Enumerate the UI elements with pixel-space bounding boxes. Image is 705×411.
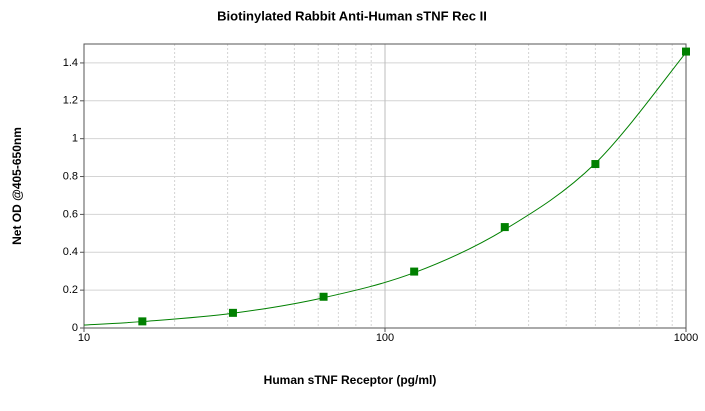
x-axis-label: Human sTNF Receptor (pg/ml) xyxy=(264,373,437,387)
y-axis-label: Net OD @405-650nm xyxy=(10,127,24,245)
y-tick-label: 0.6 xyxy=(63,208,78,220)
y-tick-label: 0.2 xyxy=(63,284,78,296)
grid xyxy=(80,43,687,332)
y-tick-label: 0.8 xyxy=(63,170,78,182)
data-point xyxy=(682,47,690,56)
data-point xyxy=(228,308,237,317)
x-tick-label: 100 xyxy=(376,332,394,344)
data-point xyxy=(319,292,328,301)
plot-frame xyxy=(83,43,687,329)
data-point xyxy=(138,317,147,326)
y-tick-label: 0 xyxy=(72,322,78,334)
data-point xyxy=(591,160,600,169)
data-point xyxy=(500,223,509,232)
data-point xyxy=(410,267,419,276)
plot xyxy=(83,47,690,326)
y-tick-label: 1 xyxy=(72,133,78,145)
x-tick-label: 10 xyxy=(78,332,90,344)
x-tick-label: 1000 xyxy=(674,332,698,344)
y-tick-label: 1.4 xyxy=(63,57,78,69)
chart-title: Biotinylated Rabbit Anti-Human sTNF Rec … xyxy=(217,8,487,23)
y-tick-label: 0.4 xyxy=(63,246,78,258)
y-tick-label: 1.2 xyxy=(63,95,78,107)
